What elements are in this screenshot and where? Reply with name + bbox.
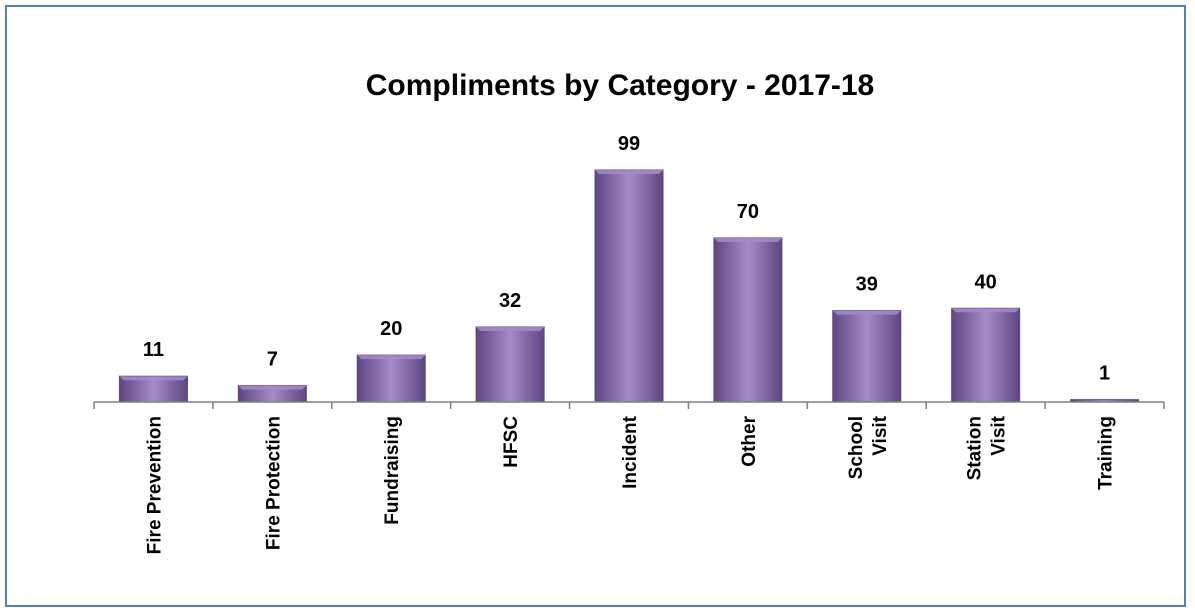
tick-labels-group: Fire Prevention Fire Protection Fundraisin… [144,415,1116,554]
bar [713,237,783,403]
x-tick-label-line: Fundraising [382,416,403,525]
bar-body [356,354,426,403]
bar-bevel-top [951,308,1020,313]
x-tick-label: Fire Protection [263,416,284,550]
x-tick-label-line: School [846,416,867,479]
bar-bevel-top [476,327,545,332]
bar-body [118,375,188,403]
x-tick-label: HFSC [501,416,522,468]
bar-bevel-top [357,355,426,360]
bar-bevel-top [238,385,307,390]
bar-bevel-top [832,310,901,315]
data-label: 1 [1099,363,1110,385]
x-tick-label-line: Fire Prevention [144,416,165,554]
bar [118,375,188,403]
bar [951,307,1021,403]
x-tick-label: Fire Prevention [144,416,165,554]
bar-body [951,307,1021,403]
x-tick-label-line: Other [739,415,760,466]
chart-title: Compliments by Category - 2017-18 [366,69,875,102]
x-tick-label: School Visit [846,415,891,479]
bar-body [713,237,783,403]
bar-bevel-top [119,376,188,381]
bar [237,385,307,403]
data-label: 40 [975,271,997,293]
x-tick-label-line: Visit [989,415,1010,455]
bar [475,326,545,403]
bar [356,354,426,403]
x-tick-label-line: Fire Protection [263,416,284,550]
x-tick-label: Station Visit [965,415,1010,480]
data-label: 20 [380,318,402,340]
bar-body [594,169,664,403]
data-label: 32 [499,290,521,312]
data-label: 39 [856,274,878,296]
data-label: 7 [267,349,278,371]
x-tick-label-line: Visit [870,415,891,455]
bar-body [475,326,545,403]
bar-bevel-top [595,170,663,174]
x-tick-label: Training [1096,416,1117,490]
x-tick-label-line: Incident [620,415,641,489]
data-label: 11 [143,339,164,361]
x-axis [93,401,1165,409]
x-tick-label: Fundraising [382,416,403,525]
bar-bevel-top [713,237,782,242]
data-label: 70 [737,201,759,223]
x-tick-label: Other [739,415,760,466]
bar [594,169,664,403]
bar [832,310,902,403]
x-tick-label: Incident [620,415,641,489]
x-tick-label-line: Training [1096,416,1117,490]
bars-group [118,169,1140,403]
data-label: 99 [618,133,640,155]
data-labels-group: 11 7 20 32 99 70 39 40 1 [143,133,1110,385]
bar-body [832,310,902,403]
x-tick-label-line: HFSC [501,416,522,468]
x-tick-label-line: Station [965,416,986,480]
